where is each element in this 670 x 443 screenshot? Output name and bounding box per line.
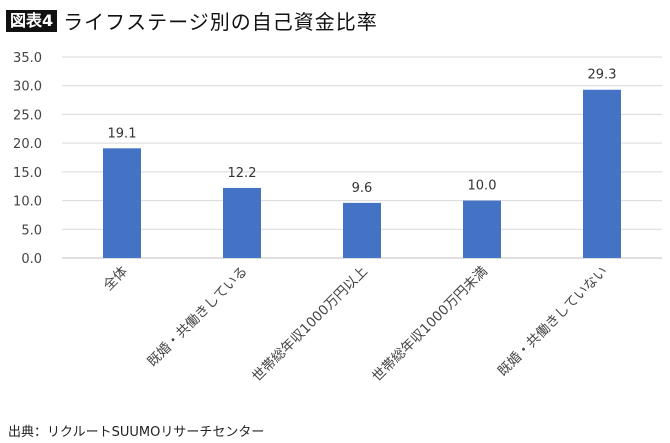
x-tick-label: 世帯総年収1000万円以上 <box>249 264 371 386</box>
data-label: 9.6 <box>352 181 373 196</box>
data-label: 10.0 <box>468 179 497 194</box>
y-tick-label: 0.0 <box>21 252 42 267</box>
chart-title: ライフステージ別の自己資金比率 <box>63 10 378 34</box>
bar <box>343 202 381 258</box>
figure-badge: 図表4 <box>6 9 58 32</box>
y-tick-label: 15.0 <box>13 166 42 181</box>
bar <box>223 187 261 258</box>
x-tick-label: 既婚・共働きしていない <box>495 264 611 380</box>
data-label: 19.1 <box>108 126 137 141</box>
bar <box>463 200 501 258</box>
x-tick-label: 既婚・共働きしている <box>144 264 250 370</box>
y-tick-label: 20.0 <box>13 137 42 152</box>
data-label: 29.3 <box>588 68 617 83</box>
y-tick-label: 5.0 <box>21 223 42 238</box>
bar <box>583 89 621 258</box>
y-tick-label: 10.0 <box>13 195 42 210</box>
x-tick-label: 世帯総年収1000万円未満 <box>369 264 491 386</box>
y-tick-label: 35.0 <box>13 51 42 66</box>
source-note: 出典：リクルートSUUMOリサーチセンター <box>8 425 265 440</box>
y-tick-label: 30.0 <box>13 80 42 95</box>
data-label: 12.2 <box>228 166 257 181</box>
chart-header: 図表4 ライフステージ別の自己資金比率 <box>6 6 378 35</box>
bar <box>103 148 141 258</box>
y-tick-label: 25.0 <box>13 108 42 123</box>
x-tick-label: 全体 <box>100 262 131 293</box>
